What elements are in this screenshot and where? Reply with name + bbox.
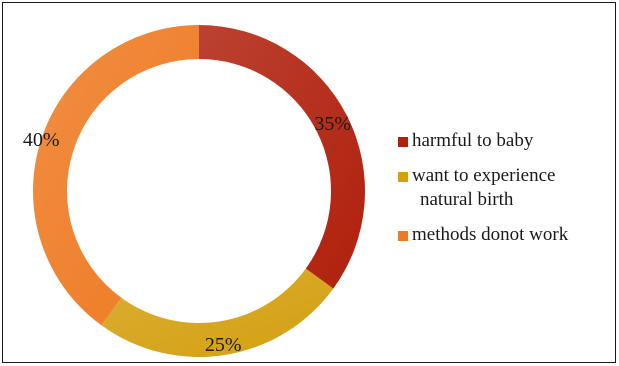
donut-slice-natural-birth: [101, 268, 334, 357]
legend-item-methods: methods donot work: [398, 223, 568, 247]
legend-swatch-natural-birth: [398, 172, 408, 182]
legend-label-natural-birth-line1: want to experience: [412, 165, 556, 186]
donut-slice-harmful-to-baby: [199, 25, 365, 289]
data-label-methods-donot-work: 40%: [23, 129, 60, 151]
data-label-harmful-to-baby: 35%: [314, 113, 351, 135]
donut-slice-methods-donot-work: [33, 25, 200, 326]
legend: harmful to baby want to experience natur…: [398, 129, 568, 258]
donut-chart: 35% 25% 40%: [23, 25, 365, 357]
legend-label-harmful: harmful to baby: [412, 130, 534, 151]
legend-label-natural-birth-line2: natural birth: [420, 189, 514, 210]
chart-frame: 35% 25% 40% harmful to baby want to experi…: [2, 2, 616, 363]
legend-item-harmful: harmful to baby: [398, 129, 568, 153]
legend-item-natural-birth: want to experience natural birth: [398, 164, 568, 212]
legend-swatch-methods: [398, 231, 408, 241]
legend-label-methods: methods donot work: [412, 224, 569, 245]
data-label-natural-birth: 25%: [205, 334, 242, 356]
legend-swatch-harmful: [398, 137, 408, 147]
